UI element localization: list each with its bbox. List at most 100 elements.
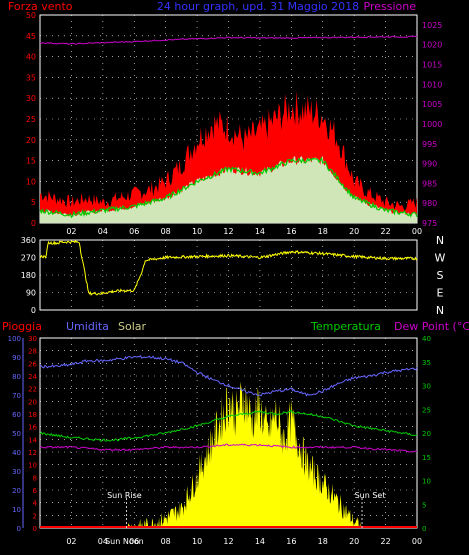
- y-tick-label: 10: [28, 462, 37, 470]
- solar-label: Solar: [118, 320, 147, 333]
- x-tick-label: 00: [412, 227, 422, 236]
- humidity-label: Umidita: [66, 320, 109, 333]
- y-tick-label: 40: [12, 449, 21, 457]
- wind-title: Forza vento: [8, 0, 73, 13]
- pressure-line: [39, 35, 418, 45]
- y-tick-label: 1000: [422, 120, 442, 129]
- x-tick-label: 08: [161, 537, 171, 546]
- x-tick-label: 14: [255, 227, 265, 236]
- compass-label: E: [437, 287, 444, 300]
- wind-low-area: [40, 155, 417, 223]
- y-tick-label: 0: [17, 525, 21, 533]
- y-tick-label: 15: [422, 454, 431, 462]
- y-tick-label: 975: [422, 219, 437, 228]
- y-tick-label: 8: [33, 474, 37, 482]
- y-tick-label: 0: [31, 219, 36, 228]
- y-tick-label: 985: [422, 179, 437, 188]
- x-tick-label: 12: [223, 227, 233, 236]
- x-tick-label: 06: [129, 227, 139, 236]
- y-tick-label: 25: [26, 115, 36, 124]
- x-tick-label: 14: [255, 537, 265, 546]
- y-tick-label: 100: [8, 335, 21, 343]
- chart-title: 24 hour graph, upd. 31 Maggio 2018: [157, 0, 359, 13]
- x-tick-label: 22: [380, 227, 390, 236]
- x-tick-label: 10: [192, 537, 202, 546]
- x-tick-label: 04: [98, 227, 108, 236]
- x-tick-label: 22: [380, 537, 390, 546]
- dewpoint-line: [39, 443, 418, 453]
- y-tick-label: 40: [26, 53, 36, 62]
- compass-label: N: [436, 234, 444, 247]
- x-tick-label: 16: [286, 537, 296, 546]
- sunrise-label: Sun Rise: [107, 491, 142, 500]
- y-tick-label: 35: [422, 359, 431, 367]
- y-tick-label: 60: [12, 411, 21, 419]
- y-tick-label: 25: [422, 406, 431, 414]
- y-tick-label: 90: [12, 354, 21, 362]
- y-tick-label: 35: [26, 73, 36, 82]
- x-tick-label: 02: [66, 537, 76, 546]
- y-tick-label: 20: [28, 398, 37, 406]
- y-tick-label: 1015: [422, 61, 442, 70]
- x-tick-label: 16: [286, 227, 296, 236]
- y-tick-label: 70: [12, 392, 21, 400]
- y-tick-label: 16: [28, 424, 37, 432]
- y-tick-label: 18: [28, 411, 37, 419]
- x-tick-label: 12: [223, 537, 233, 546]
- temperature-label: Temperatura: [310, 320, 381, 333]
- y-tick-label: 45: [26, 32, 36, 41]
- x-tick-label: 02: [66, 227, 76, 236]
- compass-label: N: [436, 304, 444, 317]
- rain-label: Pioggia: [2, 320, 42, 333]
- y-tick-label: 4: [33, 500, 38, 508]
- y-tick-label: 50: [26, 11, 36, 20]
- temperature-line: [39, 409, 418, 442]
- compass-label: W: [435, 252, 446, 265]
- y-tick-label: 10: [26, 177, 36, 186]
- y-tick-label: 0: [31, 306, 36, 315]
- y-tick-label: 990: [422, 160, 437, 169]
- compass-label: S: [437, 269, 444, 282]
- y-tick-label: 980: [422, 199, 437, 208]
- y-tick-label: 24: [28, 373, 37, 381]
- y-tick-label: 995: [422, 140, 437, 149]
- solar-area: [126, 381, 363, 528]
- y-tick-label: 22: [28, 386, 37, 394]
- y-tick-label: 26: [28, 360, 37, 368]
- y-tick-label: 14: [28, 436, 37, 444]
- y-tick-label: 50: [12, 430, 21, 438]
- y-tick-label: 1010: [422, 80, 442, 89]
- sun-noon-label: Sun Noon: [105, 537, 144, 546]
- x-tick-label: 20: [349, 537, 359, 546]
- humidity-line: [39, 354, 418, 397]
- y-tick-label: 180: [21, 271, 36, 280]
- x-tick-label: 18: [318, 537, 328, 546]
- y-tick-label: 6: [33, 487, 38, 495]
- y-tick-label: 12: [28, 449, 37, 457]
- y-tick-label: 30: [26, 94, 36, 103]
- y-tick-label: 80: [12, 373, 21, 381]
- y-tick-label: 90: [26, 289, 36, 298]
- y-tick-label: 0: [422, 525, 426, 533]
- wind-direction-line: [39, 239, 418, 296]
- y-tick-label: 5: [31, 198, 36, 207]
- sunset-label: Sun Set: [355, 491, 386, 500]
- y-tick-label: 5: [422, 501, 426, 509]
- y-tick-label: 30: [12, 468, 21, 476]
- y-tick-label: 20: [422, 430, 431, 438]
- x-tick-label: 00: [412, 537, 422, 546]
- y-tick-label: 2: [33, 512, 37, 520]
- y-tick-label: 0: [33, 525, 37, 533]
- y-tick-label: 10: [422, 478, 431, 486]
- x-tick-label: 10: [192, 227, 202, 236]
- x-tick-label: 06: [129, 537, 139, 546]
- y-tick-label: 10: [12, 506, 21, 514]
- y-tick-label: 20: [12, 487, 21, 495]
- y-tick-label: 270: [21, 254, 36, 263]
- y-tick-label: 30: [28, 335, 37, 343]
- y-tick-label: 28: [28, 348, 37, 356]
